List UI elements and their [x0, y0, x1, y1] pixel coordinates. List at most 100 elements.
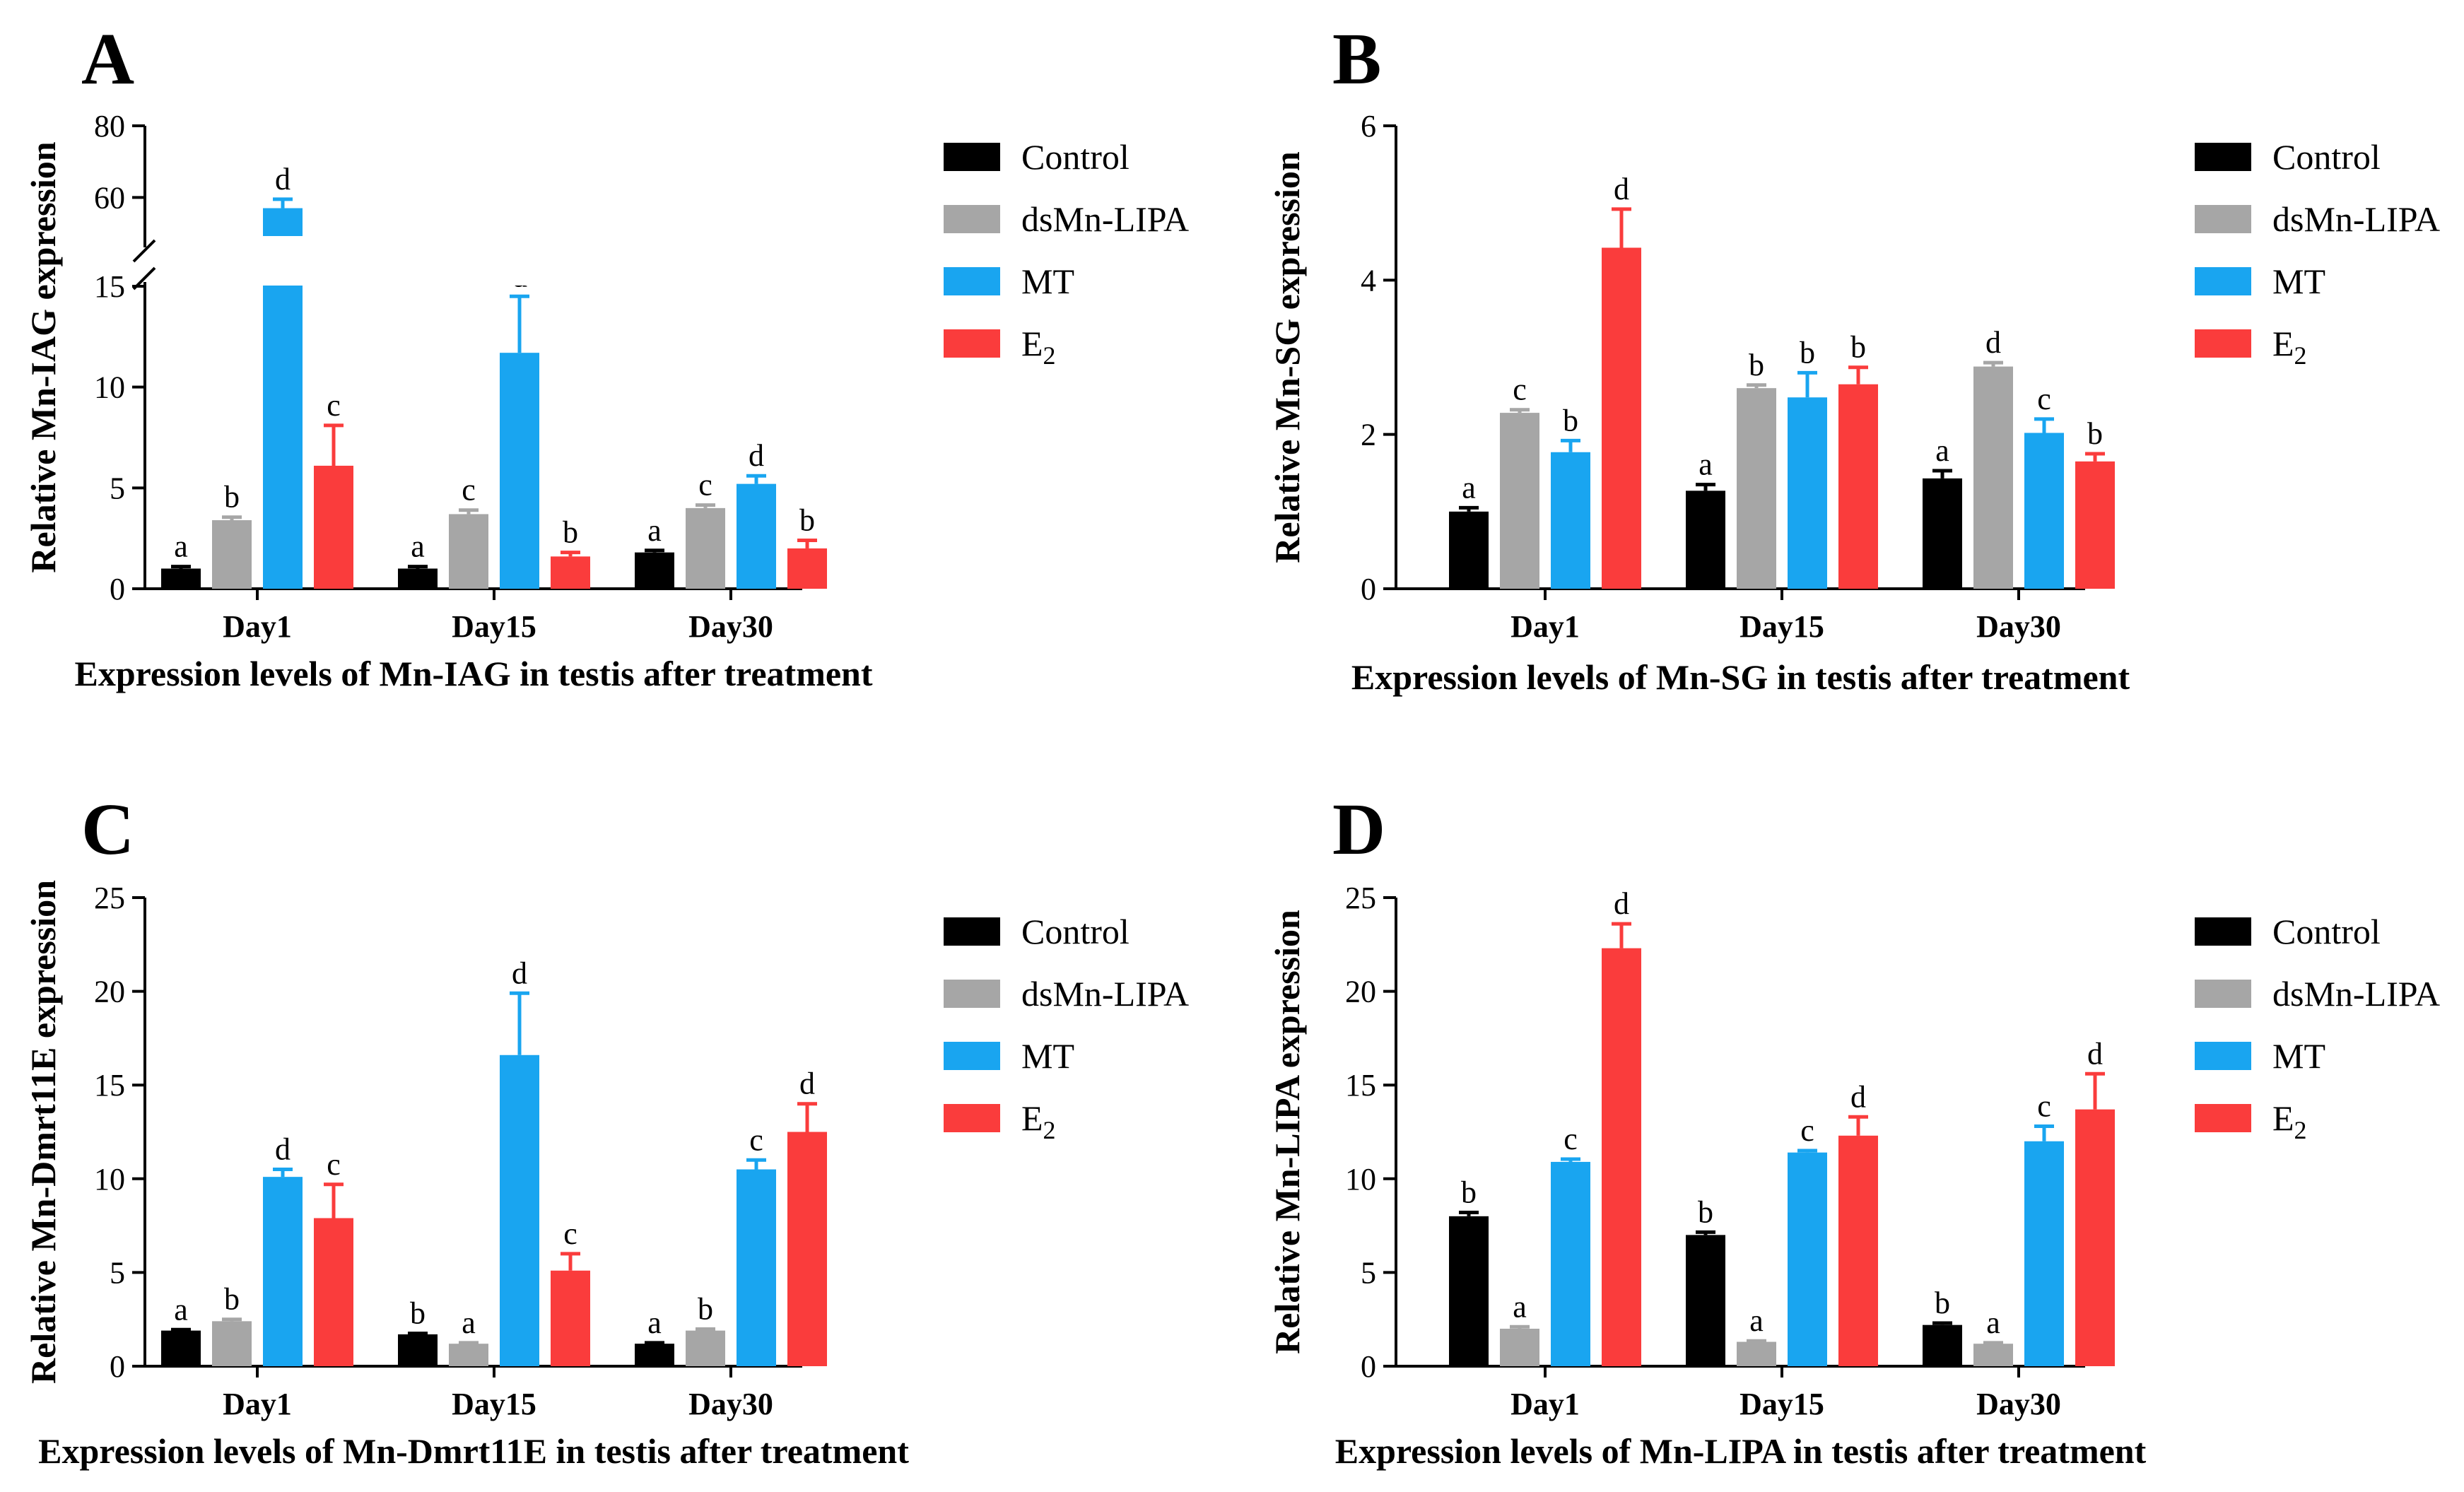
legend-swatch [944, 980, 1000, 1008]
significance-letter: d [799, 1067, 815, 1101]
y-tick-label: 0 [1361, 572, 1376, 606]
legend-label: dsMn-LIPA [1021, 974, 1189, 1014]
significance-letter: a [1699, 447, 1713, 482]
significance-letter: d [1985, 325, 2001, 360]
legend-swatch [2195, 1042, 2251, 1070]
bar [500, 353, 539, 589]
significance-letter: a [1749, 1303, 1764, 1338]
bar [398, 568, 438, 589]
significance-letter: d [275, 1132, 291, 1167]
legend-label: MT [2272, 1036, 2325, 1076]
legend-swatch [2195, 267, 2251, 295]
y-tick-label: 60 [94, 180, 125, 215]
legend-swatch [2195, 1104, 2251, 1132]
legend-text: E [1021, 324, 1043, 363]
legend-text: dsMn-LIPA [1021, 974, 1189, 1014]
significance-letter: a [1935, 433, 1949, 468]
bar [1500, 1328, 1539, 1366]
legend-text: E [1021, 1098, 1043, 1138]
panel-letter: C [81, 789, 134, 870]
legend-label: E2 [2272, 324, 2307, 370]
significance-letter: c [1513, 372, 1527, 407]
significance-letter: a [1462, 470, 1476, 505]
legend-label: Control [2272, 912, 2381, 951]
panel-letter: A [81, 18, 134, 100]
bar [1923, 478, 1962, 589]
y-axis-label: Relative Mn-Dmrt11E expression [23, 880, 63, 1384]
axis-break-gap [158, 236, 362, 286]
bar [635, 1344, 674, 1366]
significance-letter: b [1698, 1194, 1713, 1229]
bar [1602, 948, 1641, 1366]
y-axis-label: Relative Mn-LIPA expression [1267, 910, 1307, 1354]
axis-break-gap [395, 236, 599, 286]
x-tick-label: Day15 [1740, 609, 1824, 644]
significance-letter: c [1800, 1113, 1814, 1148]
x-axis-label: Expression levels of Mn-SG in testis aft… [1351, 657, 2130, 697]
bar [1449, 511, 1489, 589]
legend-subscript: 2 [2294, 1116, 2307, 1144]
legend-swatch [944, 143, 1000, 171]
significance-letter: a [647, 1305, 662, 1340]
bar [2075, 461, 2115, 589]
significance-letter: b [698, 1291, 713, 1326]
x-tick-label: Day30 [688, 1387, 773, 1421]
legend-label: E2 [1021, 324, 1056, 370]
y-tick-label: 25 [1345, 881, 1376, 915]
bar [449, 1344, 488, 1366]
significance-letter: b [1800, 335, 1815, 370]
significance-letter: c [2037, 1089, 2051, 1124]
y-tick-label: 15 [1345, 1068, 1376, 1103]
significance-letter: d [749, 438, 764, 473]
significance-letter: b [410, 1296, 426, 1331]
bar [263, 1177, 303, 1366]
significance-letter: a [174, 1292, 188, 1327]
y-tick-label: 20 [1345, 975, 1376, 1009]
legend-text: Control [2272, 137, 2381, 177]
bar [314, 1218, 353, 1366]
legend-label: Control [1021, 137, 1130, 177]
bar [161, 568, 201, 589]
legend-label: Control [2272, 137, 2381, 177]
significance-letter: b [1749, 348, 1764, 382]
y-tick-label: 80 [94, 109, 125, 143]
significance-letter: a [411, 529, 425, 564]
significance-letter: b [224, 480, 240, 515]
significance-letter: a [647, 513, 662, 548]
legend-swatch [944, 1042, 1000, 1070]
bar [686, 507, 725, 589]
axis-break-mark [132, 239, 156, 263]
significance-letter: d [1850, 1079, 1866, 1114]
significance-letter: b [1935, 1286, 1950, 1320]
y-tick-label: 0 [110, 572, 125, 606]
legend-text: MT [1021, 262, 1074, 301]
legend-text: dsMn-LIPA [2272, 974, 2440, 1014]
panel-letter: D [1332, 789, 1385, 870]
x-tick-label: Day30 [688, 609, 773, 644]
legend-text: dsMn-LIPA [1021, 199, 1189, 239]
x-tick-label: Day15 [452, 1387, 536, 1421]
bar [1551, 1161, 1590, 1366]
bar [635, 552, 674, 589]
y-tick-label: 0 [110, 1349, 125, 1384]
y-tick-label: 15 [94, 1068, 125, 1103]
bar [314, 465, 353, 589]
y-tick-label: 10 [94, 1162, 125, 1197]
legend-label: MT [1021, 1036, 1074, 1076]
legend-label: dsMn-LIPA [2272, 974, 2440, 1014]
y-tick-label: 20 [94, 975, 125, 1009]
y-tick-label: 15 [94, 269, 125, 304]
significance-letter: b [563, 515, 578, 550]
x-axis-label: Expression levels of Mn-Dmrt11E in testi… [38, 1431, 909, 1471]
significance-letter: b [1461, 1175, 1477, 1210]
legend-swatch [2195, 205, 2251, 233]
bar [737, 483, 776, 589]
bar [398, 1334, 438, 1366]
bar [212, 519, 252, 589]
y-tick-label: 0 [1361, 1349, 1376, 1384]
bar [1686, 491, 1725, 589]
bar [2024, 1141, 2064, 1366]
bar [737, 1169, 776, 1366]
x-tick-label: Day1 [223, 609, 292, 644]
y-axis-label: Relative Mn-SG expression [1267, 151, 1307, 563]
